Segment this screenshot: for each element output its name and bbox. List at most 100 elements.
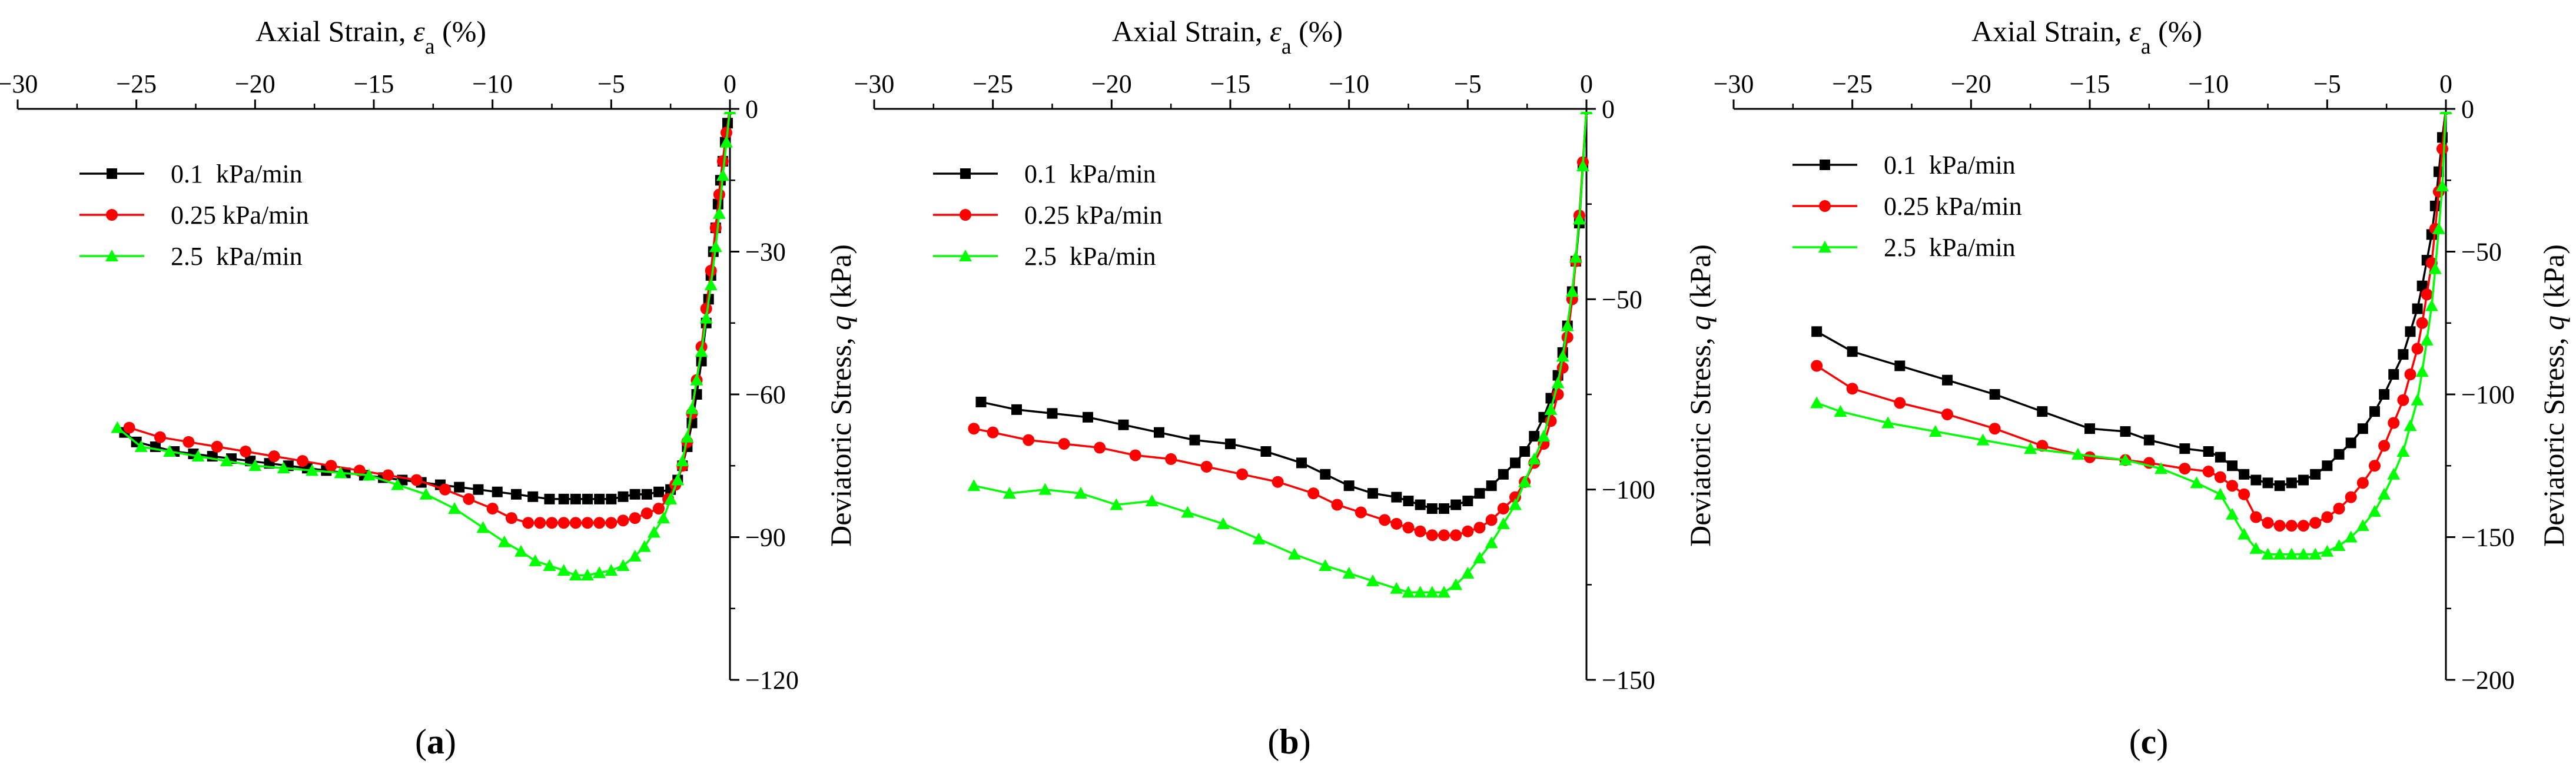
- data-point-square: [1989, 389, 2000, 400]
- y-tick-label: −50: [2461, 238, 2502, 267]
- data-point-square: [1942, 374, 1953, 386]
- legend-marker-circle: [106, 209, 118, 221]
- data-point-square: [2398, 349, 2409, 360]
- data-point-triangle: [690, 373, 703, 386]
- data-point-triangle: [616, 559, 630, 571]
- data-point-square: [2143, 434, 2155, 446]
- data-point-triangle: [419, 487, 433, 500]
- data-point-triangle: [2071, 447, 2084, 460]
- data-point-square: [2357, 423, 2368, 434]
- x-tick-label: −10: [2188, 69, 2229, 98]
- data-point-triangle: [1461, 566, 1475, 579]
- data-point-square: [2416, 280, 2428, 291]
- data-point-triangle: [671, 473, 685, 486]
- data-point-square: [1811, 326, 1823, 337]
- data-point-square: [1403, 496, 1414, 507]
- data-point-square: [975, 396, 987, 407]
- legend-label: 0.25 kPa/min: [1024, 201, 1163, 230]
- data-point-circle: [1485, 514, 1498, 526]
- data-point-triangle: [1002, 487, 1016, 499]
- data-point-circle: [1331, 499, 1343, 511]
- data-point-triangle: [220, 454, 233, 467]
- panel-a: Axial Strain, εa (%) −30 −25 −20 −15 −10 −5 0 …: [0, 15, 799, 761]
- data-point-triangle: [1810, 396, 1824, 409]
- data-point-square: [2274, 480, 2285, 492]
- data-point-circle: [2298, 520, 2309, 532]
- data-point-triangle: [657, 512, 670, 524]
- data-point-circle: [653, 503, 665, 514]
- data-point-triangle: [134, 440, 148, 452]
- data-point-circle: [2411, 343, 2424, 355]
- data-point-triangle: [628, 549, 642, 562]
- data-point-square: [2250, 474, 2262, 486]
- data-point-square: [2215, 451, 2226, 463]
- data-point-triangle: [1110, 498, 1123, 510]
- data-point-triangle: [716, 169, 729, 181]
- y-tick-label: −100: [1602, 476, 1655, 504]
- data-point-circle: [2179, 463, 2191, 475]
- data-point-triangle: [163, 445, 177, 457]
- data-point-triangle: [514, 544, 528, 557]
- data-point-circle: [1438, 529, 1450, 542]
- data-point-circle: [1402, 522, 1415, 534]
- data-point-square: [2429, 200, 2441, 211]
- data-point-triangle: [1074, 487, 1087, 499]
- x-ticks-a: −30 −25 −20 −15 −10 −5 0: [0, 69, 736, 109]
- data-point-circle: [1894, 397, 1906, 409]
- legend-label: 2.5 kPa/min: [1884, 233, 2016, 262]
- panel-b: Axial Strain, εa (%) −30 −25 −20 −15 −10 −5 0 …: [824, 15, 1655, 761]
- legend-label: 2.5 kPa/min: [1024, 242, 1156, 271]
- data-point-circle: [1497, 503, 1509, 514]
- data-point-triangle: [719, 135, 733, 148]
- data-point-triangle: [2261, 547, 2275, 560]
- data-point-triangle: [1496, 517, 1510, 529]
- data-point-circle: [1307, 487, 1320, 500]
- x-tick-label: −10: [1329, 69, 1369, 98]
- data-point-square: [1474, 488, 1485, 499]
- data-point-circle: [709, 222, 722, 234]
- data-point-circle: [716, 155, 729, 167]
- data-point-circle: [720, 127, 732, 139]
- data-point-square: [2203, 446, 2214, 457]
- x-tick-label: −15: [1210, 69, 1251, 98]
- data-point-circle: [2369, 460, 2381, 472]
- y-tick-label: −60: [745, 380, 786, 409]
- series-line-triangle: [974, 112, 1588, 594]
- data-point-triangle: [2190, 476, 2203, 489]
- legend-label: 0.1 kPa/min: [171, 160, 303, 188]
- data-point-triangle: [2273, 547, 2286, 560]
- series-line-triangle: [1816, 112, 2447, 556]
- data-point-circle: [546, 517, 558, 529]
- data-point-circle: [713, 188, 725, 201]
- data-point-circle: [617, 514, 629, 527]
- data-point-square: [594, 493, 605, 504]
- data-point-circle: [1811, 360, 1823, 372]
- data-point-triangle: [111, 421, 124, 433]
- data-point-triangle: [680, 430, 694, 443]
- data-point-triangle: [2411, 393, 2424, 406]
- data-point-triangle: [1402, 586, 1415, 598]
- data-point-circle: [463, 493, 475, 505]
- legend-marker-circle: [960, 209, 971, 221]
- data-point-circle: [2226, 480, 2238, 492]
- data-point-square: [653, 486, 664, 497]
- data-point-square: [2388, 369, 2399, 380]
- x-tick-label: −10: [472, 69, 513, 98]
- data-point-triangle: [497, 535, 511, 547]
- data-point-triangle: [1252, 532, 1266, 544]
- data-point-circle: [1561, 331, 1574, 343]
- x-tick-label: 0: [723, 69, 736, 98]
- data-point-square: [1529, 431, 1540, 442]
- data-point-triangle: [1366, 574, 1379, 586]
- data-point-triangle: [2321, 544, 2334, 557]
- data-point-square: [2310, 469, 2321, 480]
- data-point-square: [1320, 469, 1331, 480]
- data-point-circle: [1426, 529, 1438, 542]
- data-point-triangle: [1319, 559, 1332, 571]
- data-point-circle: [522, 517, 535, 529]
- data-point-square: [558, 493, 569, 504]
- legend-marker-square: [107, 168, 117, 179]
- data-point-square: [1391, 492, 1402, 503]
- data-point-triangle: [191, 450, 205, 462]
- data-point-circle: [2356, 477, 2369, 489]
